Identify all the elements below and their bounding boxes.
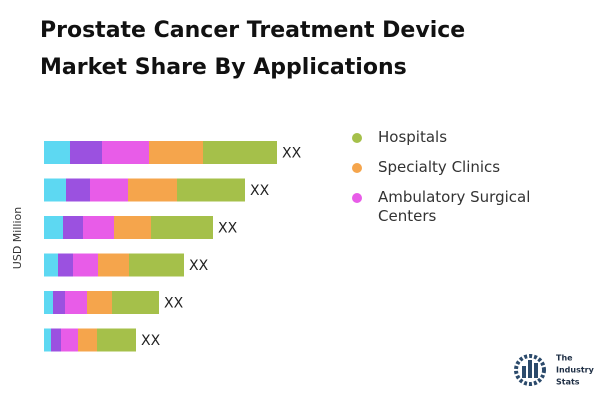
bar-segment [98,253,129,277]
bar-segment [44,253,58,277]
legend-marker [352,163,362,173]
bar-segment [61,328,78,352]
bar-segment [102,141,149,164]
bar-segment [73,253,98,277]
legend-label: Ambulatory Surgical Centers [378,188,531,225]
bar-segment [97,328,136,352]
bar-segment [112,291,159,314]
bar-segment [66,178,90,202]
value-label: XX [189,258,209,274]
value-label: XX [164,296,184,312]
bar-segment [44,328,51,352]
bar-segment [129,253,184,277]
value-label: XX [141,333,161,349]
legend-item: Specialty Clinics [350,158,543,177]
bar-segment [53,291,65,314]
bar-segment [151,216,213,239]
bar-segment [87,291,112,314]
bar-segment [65,291,87,314]
bar-segment [44,178,66,202]
bar-segment [203,141,277,164]
bar-segment [177,178,245,202]
y-axis-label: USD Million [11,207,24,269]
value-label: XX [218,221,238,237]
bar-segment [78,328,97,352]
legend-item: Ambulatory Surgical Centers [350,188,543,226]
logo-text: Industry [556,366,595,375]
legend: Hospitals Specialty Clinics Ambulatory Sur… [350,128,550,237]
bar-segment [128,178,177,202]
value-label: XX [282,146,302,162]
logo [514,354,546,386]
logo-text: The [556,354,573,363]
bar-segment [44,141,70,164]
legend-label: Hospitals [378,128,448,146]
bar-segment [58,253,73,277]
bar-segment [44,291,53,314]
legend-marker [352,133,362,143]
bar-segment [83,216,114,239]
chart-title: Prostate Cancer Treatment Device Market … [40,18,466,80]
bar-segment [51,328,61,352]
bar-segment [70,141,102,164]
value-label: XX [250,183,270,199]
bar-segment [44,216,63,239]
bar-segment [90,178,128,202]
legend-item: Hospitals [350,128,543,147]
logo-text: Stats [556,378,580,387]
bar-segment [149,141,203,164]
legend-marker [352,193,362,203]
bar-segment [63,216,83,239]
bar-segment [114,216,151,239]
legend-label: Specialty Clinics [378,158,501,176]
